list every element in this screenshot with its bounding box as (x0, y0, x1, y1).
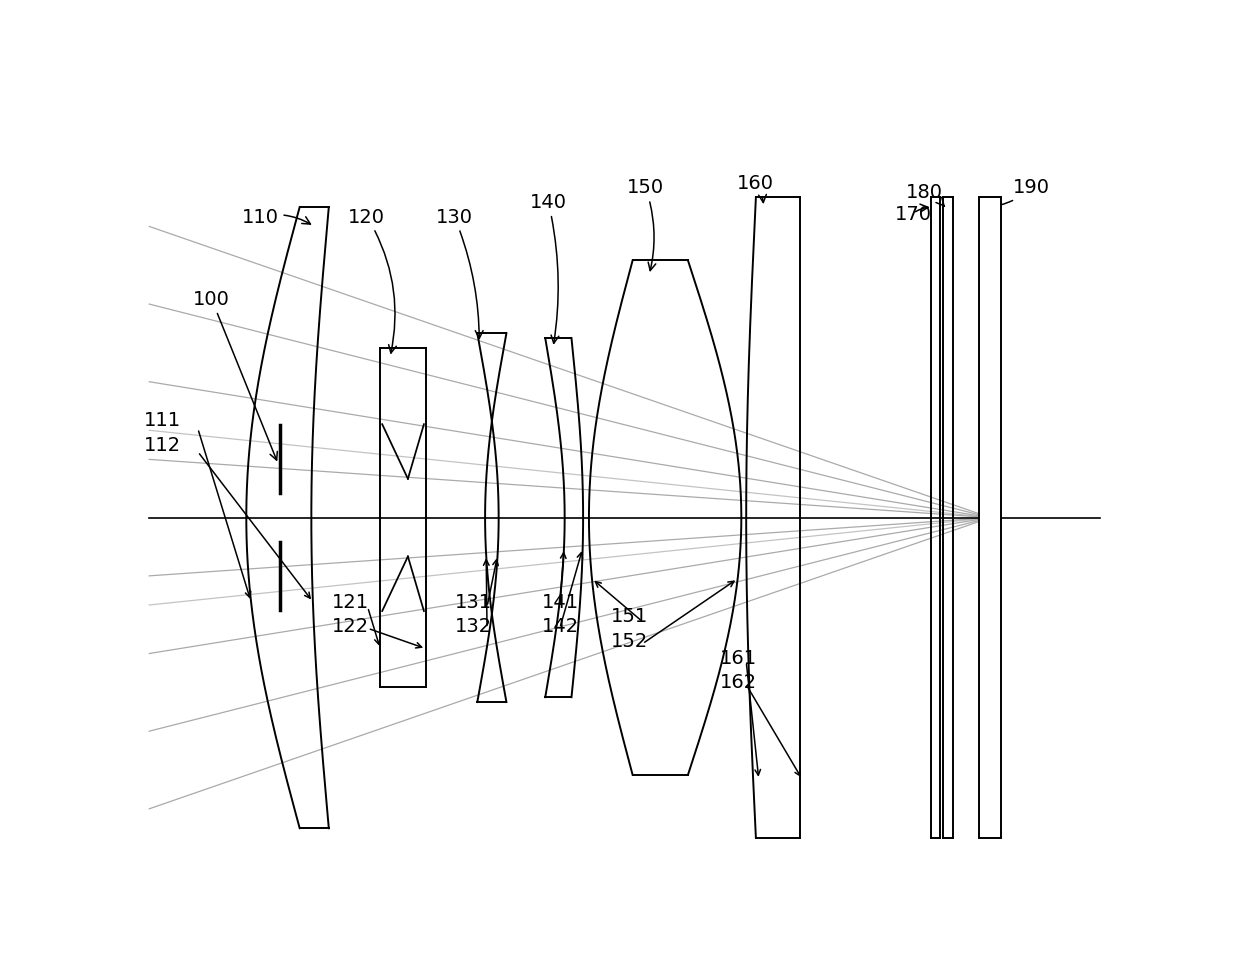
Text: 100: 100 (193, 289, 278, 461)
Text: 120: 120 (348, 207, 397, 354)
Text: 170: 170 (895, 204, 931, 223)
Text: 160: 160 (737, 173, 774, 203)
Text: 180: 180 (906, 183, 945, 207)
Text: 142: 142 (542, 616, 579, 636)
Text: 152: 152 (611, 631, 649, 650)
Text: 150: 150 (626, 178, 663, 271)
Text: 111: 111 (144, 411, 181, 430)
Text: 130: 130 (435, 207, 484, 339)
Text: 161: 161 (720, 648, 758, 668)
Text: 121: 121 (332, 593, 368, 611)
Text: 132: 132 (455, 616, 492, 636)
Text: 131: 131 (455, 593, 492, 611)
Text: 110: 110 (242, 207, 310, 226)
Text: 122: 122 (332, 616, 368, 636)
Text: 141: 141 (542, 593, 579, 611)
Text: 190: 190 (988, 178, 1050, 211)
Text: 112: 112 (144, 435, 181, 454)
Text: 140: 140 (529, 193, 567, 344)
Bar (980, 199, 1002, 838)
Text: 162: 162 (720, 673, 758, 691)
Text: 151: 151 (611, 607, 649, 626)
